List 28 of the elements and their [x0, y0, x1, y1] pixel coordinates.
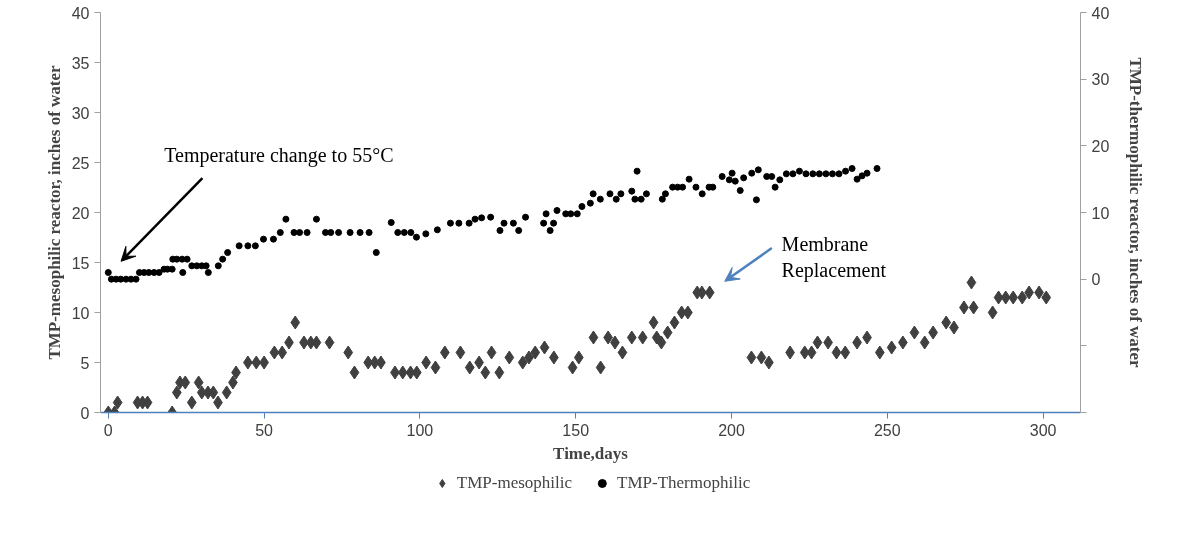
y2-tick-label: 30 [1091, 71, 1110, 89]
x-tick-label: 0 [103, 421, 113, 439]
y-tick-label: 30 [71, 104, 90, 122]
x-axis-title: Time,days [553, 443, 629, 463]
x-tick-label: 200 [718, 421, 745, 439]
annotation: Temperature change to 55°C [164, 143, 394, 167]
x-tick-label: 150 [562, 421, 590, 439]
y2-tick-label: 20 [1091, 137, 1110, 155]
y-tick-label: 0 [80, 404, 90, 422]
legend-label: TMP-mesophilic [456, 473, 573, 493]
x-tick-label: 250 [873, 421, 901, 439]
y-tick-label: 35 [71, 54, 90, 72]
legend-label: TMP-Thermophilic [617, 473, 751, 493]
y-tick-label: 5 [80, 354, 90, 372]
y2-tick-label: 0 [1091, 271, 1101, 289]
x-tick-label: 50 [255, 421, 274, 439]
x-tick-label: 100 [406, 421, 434, 439]
y-axis-title: TMP-mesophilic reactor, inches of water [44, 64, 64, 360]
y-tick-label: 20 [71, 204, 90, 222]
y2-tick-label: 10 [1091, 204, 1110, 222]
annotation: Membrane Replacement [781, 233, 887, 283]
y-tick-label: 10 [71, 304, 90, 322]
y-tick-label: 25 [71, 154, 90, 172]
y2-axis-title: TMP-thermophilic reactor, inches of water [1126, 57, 1146, 369]
x-tick-label: 300 [1029, 421, 1057, 439]
y-tick-label: 40 [71, 4, 90, 22]
y-tick-label: 15 [71, 254, 90, 272]
y2-tick-label: 40 [1091, 4, 1110, 22]
